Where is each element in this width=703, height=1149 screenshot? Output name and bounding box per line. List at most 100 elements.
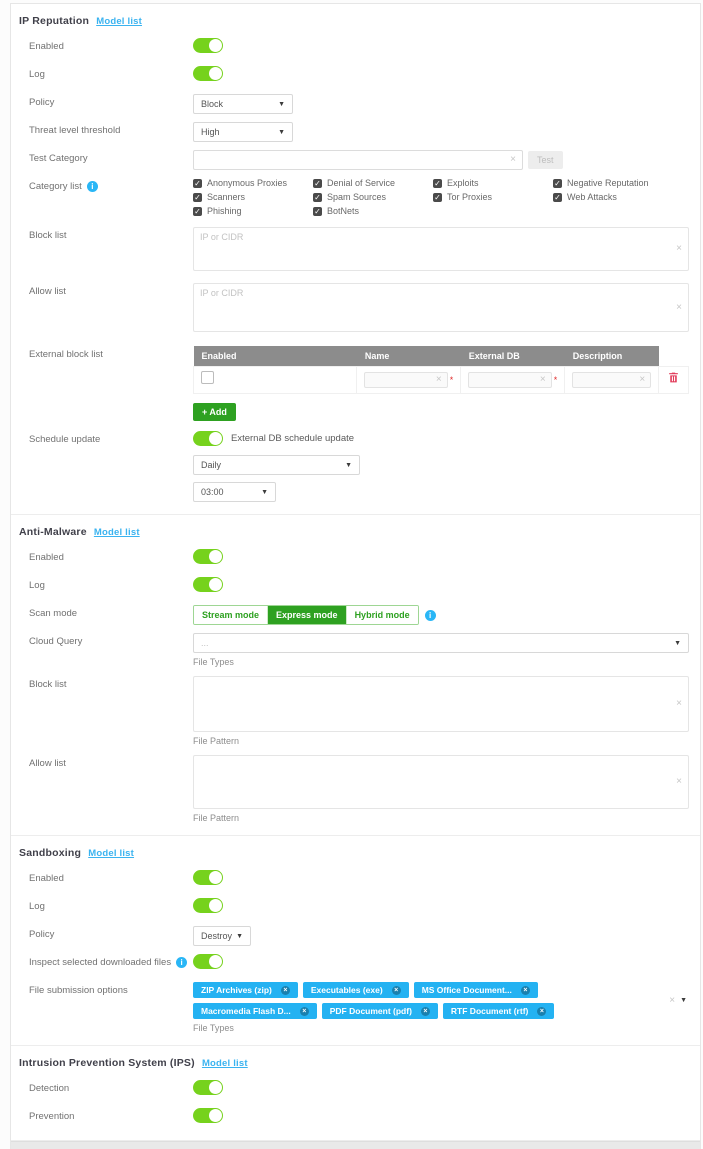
external-table-row: × * × * [192, 366, 689, 394]
required-marker: * [449, 374, 454, 385]
schedule-time-select[interactable]: 03:00 ▼ [193, 482, 276, 502]
sb-policy-select[interactable]: Destroy ▼ [193, 926, 251, 946]
remove-tag-icon[interactable]: × [537, 1006, 547, 1016]
am-block-list-textarea[interactable]: × [193, 676, 689, 732]
section-title-anti-malware: Anti-Malware Model list [19, 526, 689, 538]
ip-log-toggle[interactable] [193, 66, 223, 81]
schedule-update-toggle[interactable] [193, 431, 223, 446]
remove-tag-icon[interactable]: × [391, 985, 401, 995]
chevron-down-icon: ▼ [680, 997, 687, 1004]
checkbox-checked-icon[interactable]: ✓ [193, 192, 202, 202]
clear-icon[interactable]: × [435, 374, 442, 385]
threat-level-select[interactable]: High ▼ [193, 122, 293, 142]
checkbox-checked-icon[interactable]: ✓ [553, 192, 562, 202]
checkbox-checked-icon[interactable]: ✓ [433, 178, 442, 188]
info-icon[interactable]: i [86, 181, 98, 192]
checkbox-checked-icon[interactable]: ✓ [313, 192, 322, 202]
ip-reputation-model-list-link[interactable]: Model list [96, 16, 143, 27]
scan-mode-button[interactable]: Hybrid mode [345, 606, 418, 624]
checkbox-checked-icon[interactable]: ✓ [433, 192, 442, 202]
external-block-list-label: External block list [29, 349, 103, 360]
sandboxing-model-list-link[interactable]: Model list [88, 848, 135, 859]
category-label: Anonymous Proxies [207, 178, 288, 188]
file-type-tag-label: PDF Document (pdf) [329, 1006, 412, 1016]
clear-icon[interactable]: × [639, 374, 646, 385]
inspect-files-toggle[interactable] [193, 954, 223, 969]
clear-icon[interactable]: × [676, 243, 682, 254]
add-row-button[interactable]: + Add [193, 403, 236, 421]
row-external-db-input[interactable]: × [468, 372, 552, 388]
remove-tag-icon[interactable]: × [299, 1006, 309, 1016]
row-enabled-checkbox[interactable] [201, 371, 214, 384]
category-checkbox-item[interactable]: ✓ BotNets [313, 206, 433, 216]
ip-log-label: Log [29, 69, 45, 80]
category-checkbox-item[interactable]: ✓ Exploits [433, 178, 553, 188]
am-log-toggle[interactable] [193, 577, 223, 592]
test-category-label: Test Category [29, 153, 88, 164]
ip-enabled-toggle[interactable] [193, 38, 223, 53]
anti-malware-model-list-link[interactable]: Model list [93, 527, 140, 538]
test-category-input[interactable]: × [193, 150, 523, 170]
category-checkbox-item[interactable]: ✓ Denial of Service [313, 178, 433, 188]
clear-icon[interactable]: × [676, 301, 682, 313]
ip-threat-label: Threat level threshold [29, 125, 121, 136]
checkbox-checked-icon[interactable]: ✓ [553, 178, 562, 188]
file-type-tag-label: Executables (exe) [310, 985, 383, 995]
info-icon[interactable]: i [424, 609, 436, 621]
ips-detection-toggle[interactable] [193, 1080, 223, 1095]
clear-icon[interactable]: × [676, 698, 682, 709]
am-log-label: Log [29, 580, 45, 591]
file-type-tag: Executables (exe) × [302, 982, 409, 998]
delete-row-trash-icon[interactable] [667, 371, 680, 389]
chevron-down-icon: ▼ [674, 639, 681, 647]
test-button[interactable]: Test [528, 151, 563, 169]
scan-mode-button[interactable]: Express mode [267, 606, 346, 624]
category-checkbox-item[interactable]: ✓ Anonymous Proxies [193, 178, 313, 188]
sb-enabled-toggle[interactable] [193, 870, 223, 885]
file-type-tag: MS Office Document... × [413, 982, 538, 998]
category-checkbox-item[interactable]: ✓ Web Attacks [553, 192, 689, 202]
sb-log-toggle[interactable] [193, 898, 223, 913]
category-checkbox-item[interactable]: ✓ Spam Sources [313, 192, 433, 202]
category-label: Spam Sources [327, 192, 387, 202]
am-allow-list-textarea[interactable]: × [193, 755, 689, 809]
remove-tag-icon[interactable]: × [420, 1006, 430, 1016]
sb-enabled-label: Enabled [29, 873, 64, 884]
ips-detection-row: Detection [29, 1080, 689, 1100]
checkbox-checked-icon[interactable]: ✓ [193, 178, 202, 188]
ip-test-category-row: Test Category × Test [29, 150, 689, 170]
ip-policy-select[interactable]: Block ▼ [193, 94, 293, 114]
clear-icon[interactable]: × [510, 154, 516, 165]
clear-icon[interactable]: × [539, 374, 546, 385]
file-type-tag: ZIP Archives (zip) × [193, 982, 298, 998]
checkbox-checked-icon[interactable]: ✓ [313, 206, 322, 216]
clear-icon[interactable]: × [669, 994, 676, 1006]
remove-tag-icon[interactable]: × [520, 985, 530, 995]
ips-model-list-link[interactable]: Model list [201, 1058, 248, 1069]
clear-icon[interactable]: × [676, 776, 682, 787]
info-icon[interactable]: i [176, 957, 188, 968]
category-checkbox-item[interactable]: ✓ Phishing [193, 206, 313, 216]
scan-mode-button-group: Stream mode Express mode Hybrid mode [193, 605, 419, 625]
chevron-down-icon: ▼ [345, 461, 352, 469]
ip-allow-list-textarea[interactable]: IP or CIDR × [193, 283, 689, 332]
am-log-row: Log [29, 577, 689, 597]
ips-prevention-toggle[interactable] [193, 1108, 223, 1123]
row-name-input[interactable]: × [364, 372, 448, 388]
category-checkbox-item[interactable]: ✓ Scanners [193, 192, 313, 202]
am-enabled-toggle[interactable] [193, 549, 223, 564]
remove-tag-icon[interactable]: × [280, 985, 290, 995]
scan-mode-button[interactable]: Stream mode [194, 606, 268, 624]
checkbox-checked-icon[interactable]: ✓ [313, 178, 322, 188]
category-checkbox-item[interactable]: ✓ Negative Reputation [553, 178, 689, 188]
cloud-query-select[interactable]: ... ▼ [193, 633, 689, 653]
ip-enabled-row: Enabled [29, 38, 689, 58]
ip-block-list-textarea[interactable]: IP or CIDR × [193, 227, 689, 271]
file-types-helper: File Types [193, 1023, 234, 1033]
schedule-frequency-select[interactable]: Daily ▼ [193, 455, 360, 475]
row-description-input[interactable]: × [572, 372, 652, 388]
category-checkbox-item[interactable]: ✓ Tor Proxies [433, 192, 553, 202]
file-types-multiselect[interactable]: ZIP Archives (zip) × Executables (exe) ×… [193, 982, 689, 1019]
checkbox-checked-icon[interactable]: ✓ [193, 206, 202, 216]
category-label: Negative Reputation [567, 178, 649, 188]
